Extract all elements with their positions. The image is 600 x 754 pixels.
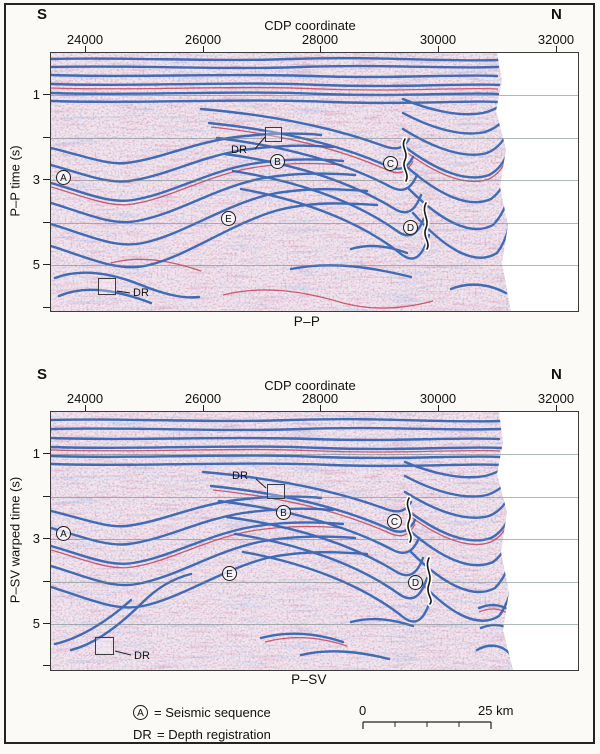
y-axis-title: P–P time (s) bbox=[7, 145, 23, 217]
gridline bbox=[51, 223, 578, 224]
y-tick-label: 5 bbox=[32, 616, 40, 631]
depth-registration-label: DR bbox=[231, 144, 247, 156]
y-tick-mark bbox=[43, 581, 50, 582]
gridline bbox=[51, 138, 578, 139]
dr-symbol: DR bbox=[133, 727, 152, 742]
y-tick-label: 1 bbox=[32, 87, 40, 102]
y-tick-mark bbox=[43, 137, 50, 138]
annotation-d: D bbox=[408, 575, 423, 590]
y-tick-mark bbox=[43, 623, 50, 624]
scale-distance-label: 25 km bbox=[478, 703, 514, 718]
gridline bbox=[51, 624, 578, 625]
x-tick-mark bbox=[438, 405, 439, 411]
x-tick-label: 24000 bbox=[66, 391, 104, 406]
x-tick-mark bbox=[203, 405, 204, 411]
y-tick-mark bbox=[43, 264, 50, 265]
x-tick-label: 30000 bbox=[419, 32, 457, 47]
y-tick-mark bbox=[43, 179, 50, 180]
seismic-section-pp: A B C D E DR DR bbox=[50, 52, 579, 312]
seismic-image bbox=[51, 412, 513, 670]
y-tick-mark bbox=[43, 453, 50, 454]
seismic-section-psv: A B C D E DR DR bbox=[50, 411, 579, 671]
x-tick-mark bbox=[320, 46, 321, 52]
annotation-d: D bbox=[403, 220, 418, 235]
direction-label-south: S bbox=[37, 366, 48, 383]
y-axis-title: P–SV warped time (s) bbox=[7, 476, 23, 604]
annotation-e: E bbox=[221, 211, 236, 226]
direction-label-south: S bbox=[37, 6, 48, 23]
y-tick-mark bbox=[43, 94, 50, 95]
depth-registration-box bbox=[95, 637, 114, 655]
y-tick-mark bbox=[43, 538, 50, 539]
panel-caption-psv: P–SV bbox=[291, 672, 327, 687]
x-tick-mark bbox=[85, 405, 86, 411]
sequence-legend-text: = Seismic sequence bbox=[154, 705, 271, 720]
x-tick-mark bbox=[320, 405, 321, 411]
annotation-a: A bbox=[56, 526, 71, 541]
depth-registration-label: DR bbox=[232, 470, 248, 482]
annotation-c: C bbox=[383, 156, 398, 171]
x-tick-label: 24000 bbox=[66, 32, 104, 47]
y-tick-label: 3 bbox=[32, 172, 40, 187]
x-tick-mark bbox=[438, 46, 439, 52]
x-tick-mark bbox=[203, 46, 204, 52]
x-tick-mark bbox=[556, 405, 557, 411]
gridline bbox=[51, 539, 578, 540]
depth-registration-label: DR bbox=[134, 650, 150, 662]
x-tick-mark bbox=[556, 46, 557, 52]
direction-label-north: N bbox=[551, 6, 562, 23]
x-tick-label: 28000 bbox=[301, 32, 339, 47]
gridline bbox=[51, 265, 578, 266]
annotation-e: E bbox=[222, 566, 237, 581]
x-tick-mark bbox=[85, 46, 86, 52]
y-tick-mark bbox=[43, 496, 50, 497]
y-tick-mark bbox=[43, 307, 50, 308]
annotation-c: C bbox=[387, 514, 402, 529]
annotation-a: A bbox=[56, 170, 71, 185]
x-axis-title: CDP coordinate bbox=[264, 378, 356, 393]
gridline bbox=[51, 582, 578, 583]
x-tick-label: 32000 bbox=[537, 32, 575, 47]
seismic-image bbox=[51, 53, 511, 311]
y-tick-label: 3 bbox=[32, 531, 40, 546]
dr-legend-text: = Depth registration bbox=[157, 727, 271, 742]
depth-registration-box bbox=[98, 278, 116, 295]
depth-registration-box bbox=[265, 127, 282, 142]
depth-registration-box bbox=[267, 484, 285, 499]
annotation-b: B bbox=[270, 154, 285, 169]
gridline bbox=[51, 180, 578, 181]
gridline bbox=[51, 497, 578, 498]
x-tick-label: 32000 bbox=[537, 391, 575, 406]
direction-label-north: N bbox=[551, 366, 562, 383]
annotation-b: B bbox=[276, 505, 291, 520]
y-tick-mark bbox=[43, 222, 50, 223]
x-axis-title: CDP coordinate bbox=[264, 18, 356, 33]
gridline bbox=[51, 95, 578, 96]
y-tick-mark bbox=[43, 665, 50, 666]
y-tick-label: 1 bbox=[32, 446, 40, 461]
scale-zero-label: 0 bbox=[359, 703, 367, 718]
x-tick-label: 28000 bbox=[301, 391, 339, 406]
gridline bbox=[51, 454, 578, 455]
sequence-symbol-circle: A bbox=[133, 705, 148, 720]
panel-caption-pp: P–P bbox=[293, 314, 321, 329]
x-tick-label: 26000 bbox=[184, 391, 222, 406]
x-tick-label: 26000 bbox=[184, 32, 222, 47]
figure-border bbox=[4, 3, 595, 744]
depth-registration-label: DR bbox=[133, 287, 149, 299]
y-tick-label: 5 bbox=[32, 257, 40, 272]
x-tick-label: 30000 bbox=[419, 391, 457, 406]
